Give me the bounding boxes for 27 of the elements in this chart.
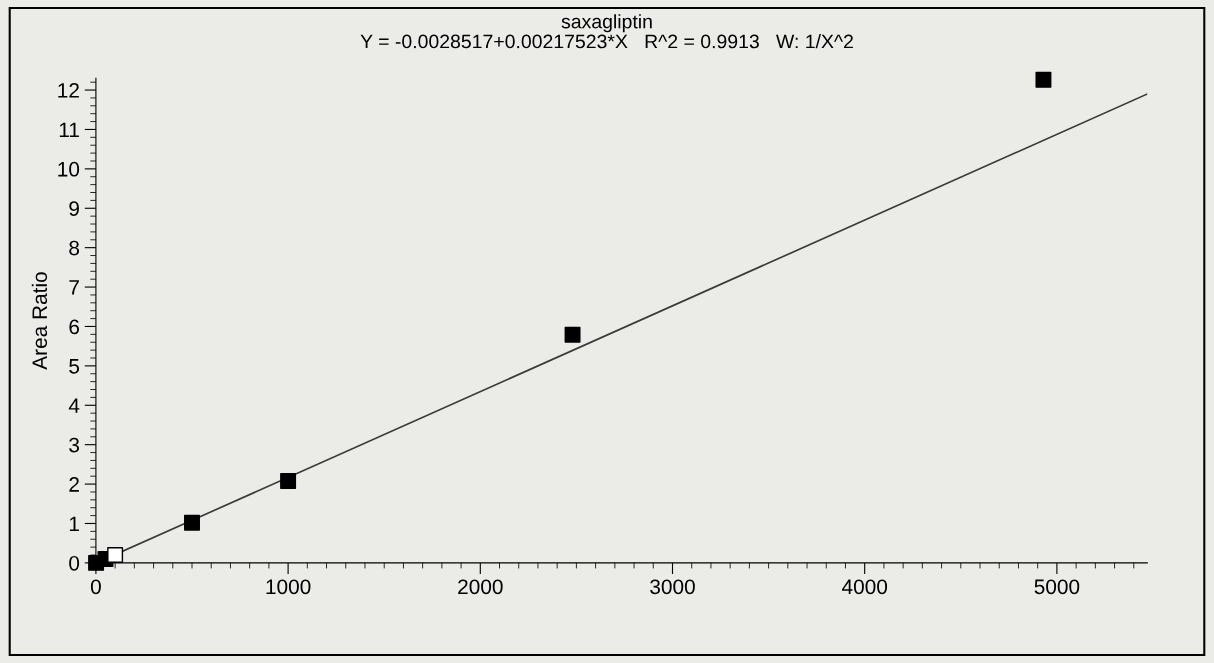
point [1035, 71, 1052, 88]
y-tick-label: 7 [69, 280, 79, 295]
y-tick-label: 1 [69, 516, 79, 532]
y-tick-label: 2 [69, 477, 79, 492]
x-tick-label: 4000 [842, 579, 888, 595]
y-tick-label: 12 [58, 83, 79, 98]
y-tick-label: 5 [69, 359, 80, 374]
x-tick-label: 5000 [1034, 579, 1080, 595]
y-axis-title: Area Ratio [31, 272, 48, 370]
y-tick-label: 10 [58, 161, 80, 177]
point [564, 326, 581, 343]
x-tick-label: 3000 [650, 579, 695, 595]
x-tick-label: 0 [90, 579, 101, 595]
chart-title: saxagliptin [561, 14, 652, 33]
y-tick-label: 3 [69, 437, 80, 453]
point [184, 514, 200, 531]
y-tick-label: 6 [69, 319, 80, 335]
y-tick-label: 9 [69, 201, 79, 217]
y-tick-label: 8 [69, 240, 80, 256]
x-tick-label: 2000 [458, 579, 503, 595]
point [107, 547, 124, 563]
y-tick-label: 11 [59, 122, 79, 138]
y-tick-label: 4 [68, 398, 80, 413]
chart-subtitle: Y = -0.0028517+0.00217523*X R^2 = 0.9913 W: 1/X^2 [360, 34, 853, 49]
point [280, 472, 297, 489]
y-tick-label: 0 [69, 555, 80, 571]
x-tick-label: 1000 [266, 579, 311, 595]
